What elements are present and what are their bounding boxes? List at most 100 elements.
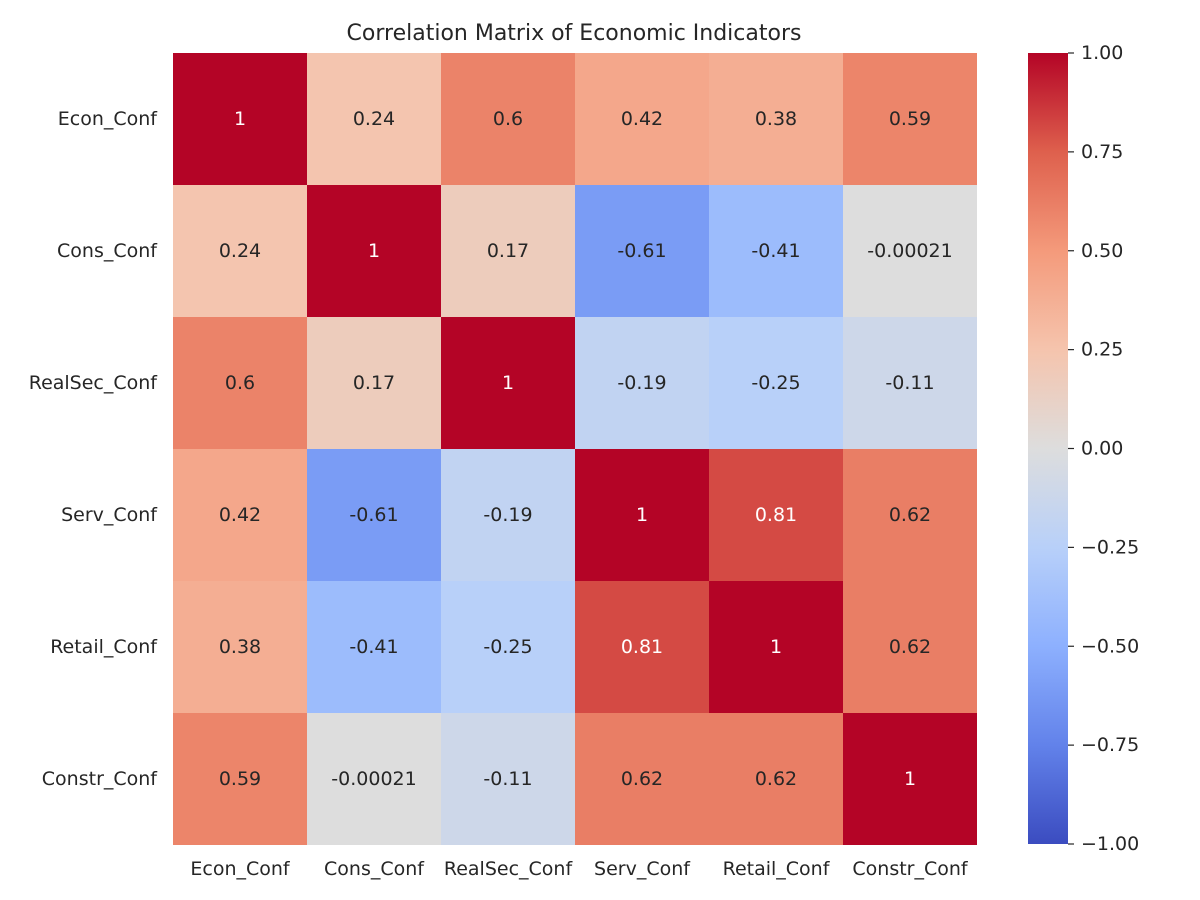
cell-annotation: 0.6 xyxy=(493,108,523,130)
row-label: Constr_Conf xyxy=(42,768,159,790)
colorbar-tick-label: −0.75 xyxy=(1081,734,1139,756)
heatmap-cell xyxy=(843,449,977,581)
column-label: Constr_Conf xyxy=(852,858,969,880)
colorbar-tick-label: 0.75 xyxy=(1081,141,1123,163)
cell-annotation: -0.61 xyxy=(349,504,398,526)
heatmap-cell xyxy=(709,317,843,449)
heatmap-cell xyxy=(843,581,977,713)
cell-annotation: 1 xyxy=(904,768,916,790)
cell-annotation: 0.24 xyxy=(219,240,261,262)
cell-annotation: -0.11 xyxy=(483,768,532,790)
heatmap-cell xyxy=(575,581,709,713)
colorbar-ticks: 1.00 0.75 0.50 0.25 0.00 −0.25 −0.50 −0.75 −1.00 xyxy=(1068,42,1139,855)
cell-annotation: 0.62 xyxy=(621,768,663,790)
heatmap-cell xyxy=(173,449,307,581)
colorbar xyxy=(1028,53,1068,844)
chart-title: Correlation Matrix of Economic Indicator… xyxy=(347,21,802,46)
cell-annotation: 0.62 xyxy=(889,504,931,526)
colorbar-tick-label: 0.25 xyxy=(1081,339,1123,361)
cell-annotation: -0.41 xyxy=(349,636,398,658)
cell-annotation: 0.24 xyxy=(353,108,395,130)
colorbar-tick-label: 0.00 xyxy=(1081,438,1123,460)
cell-annotation: -0.19 xyxy=(483,504,532,526)
heatmap-cell xyxy=(575,449,709,581)
heatmap-cell xyxy=(307,449,441,581)
row-label: Retail_Conf xyxy=(50,636,158,658)
cell-annotation: 1 xyxy=(770,636,782,658)
cell-annotation: -0.11 xyxy=(885,372,934,394)
cell-annotation: 0.17 xyxy=(353,372,395,394)
cell-annotation: -0.25 xyxy=(483,636,532,658)
heatmap-cell xyxy=(441,53,575,185)
cell-annotation: 1 xyxy=(502,372,514,394)
cell-annotation: 1 xyxy=(368,240,380,262)
cell-annotation: -0.61 xyxy=(617,240,666,262)
heatmap-cell xyxy=(307,713,441,845)
heatmap-cell xyxy=(307,317,441,449)
heatmap-cell xyxy=(843,185,977,317)
cell-annotation: 0.38 xyxy=(755,108,797,130)
heatmap-cell xyxy=(307,185,441,317)
row-label: Econ_Conf xyxy=(58,108,159,130)
cell-annotation: 0.62 xyxy=(889,636,931,658)
cell-annotation: 0.62 xyxy=(755,768,797,790)
cell-annotation: -0.25 xyxy=(751,372,800,394)
cell-annotation: 0.59 xyxy=(219,768,261,790)
heatmap-cell xyxy=(441,317,575,449)
cell-annotation: 0.42 xyxy=(621,108,663,130)
row-label: Cons_Conf xyxy=(57,240,158,262)
heatmap-cell xyxy=(441,185,575,317)
heatmap-cell xyxy=(441,713,575,845)
column-label: Cons_Conf xyxy=(324,858,425,880)
heatmap-cell xyxy=(709,53,843,185)
cell-annotation: 0.81 xyxy=(621,636,663,658)
cell-annotation: 1 xyxy=(636,504,648,526)
heatmap-cells: 1 0.24 0.6 0.42 0.38 0.59 0.24 1 0.17 -0.61 -0.41 -… xyxy=(173,53,977,845)
cell-annotation: -0.41 xyxy=(751,240,800,262)
heatmap-cell xyxy=(709,581,843,713)
heatmap-cell xyxy=(173,53,307,185)
column-label: RealSec_Conf xyxy=(444,858,574,880)
heatmap-cell xyxy=(441,581,575,713)
heatmap-cell xyxy=(575,185,709,317)
cell-annotation: -0.00021 xyxy=(331,768,416,790)
heatmap-cell xyxy=(843,713,977,845)
heatmap-cell xyxy=(709,713,843,845)
heatmap-cell xyxy=(173,317,307,449)
cell-annotation: 0.59 xyxy=(889,108,931,130)
colorbar-tick-label: −1.00 xyxy=(1081,833,1139,855)
row-tick-labels: Econ_Conf Cons_Conf RealSec_Conf Serv_Conf R… xyxy=(29,108,159,790)
heatmap-cell xyxy=(843,53,977,185)
cell-annotation: -0.19 xyxy=(617,372,666,394)
cell-annotation: 0.17 xyxy=(487,240,529,262)
cell-annotation: 0.6 xyxy=(225,372,255,394)
colorbar-tick-label: 1.00 xyxy=(1081,42,1123,64)
cell-annotation: -0.00021 xyxy=(867,240,952,262)
heatmap-cell xyxy=(173,581,307,713)
cell-annotation: 0.38 xyxy=(219,636,261,658)
heatmap-cell xyxy=(307,53,441,185)
row-label: Serv_Conf xyxy=(61,504,158,526)
cell-annotation: 1 xyxy=(234,108,246,130)
cell-annotation: 0.42 xyxy=(219,504,261,526)
row-label: RealSec_Conf xyxy=(29,372,159,394)
heatmap-cell xyxy=(709,185,843,317)
column-label: Econ_Conf xyxy=(190,858,291,880)
cell-annotation: 0.81 xyxy=(755,504,797,526)
column-label: Retail_Conf xyxy=(723,858,831,880)
colorbar-tick-label: −0.25 xyxy=(1081,536,1139,558)
heatmap-cell xyxy=(173,713,307,845)
colorbar-tick-label: 0.50 xyxy=(1081,240,1123,262)
column-label: Serv_Conf xyxy=(594,858,691,880)
heatmap-cell xyxy=(843,317,977,449)
heatmap-cell xyxy=(575,713,709,845)
column-tick-labels: Econ_Conf Cons_Conf RealSec_Conf Serv_Conf R… xyxy=(190,858,969,880)
heatmap-cell xyxy=(709,449,843,581)
colorbar-tick-label: −0.50 xyxy=(1081,635,1139,657)
heatmap-cell xyxy=(173,185,307,317)
heatmap-cell xyxy=(441,449,575,581)
heatmap-cell xyxy=(575,53,709,185)
heatmap-cell xyxy=(575,317,709,449)
heatmap-cell xyxy=(307,581,441,713)
